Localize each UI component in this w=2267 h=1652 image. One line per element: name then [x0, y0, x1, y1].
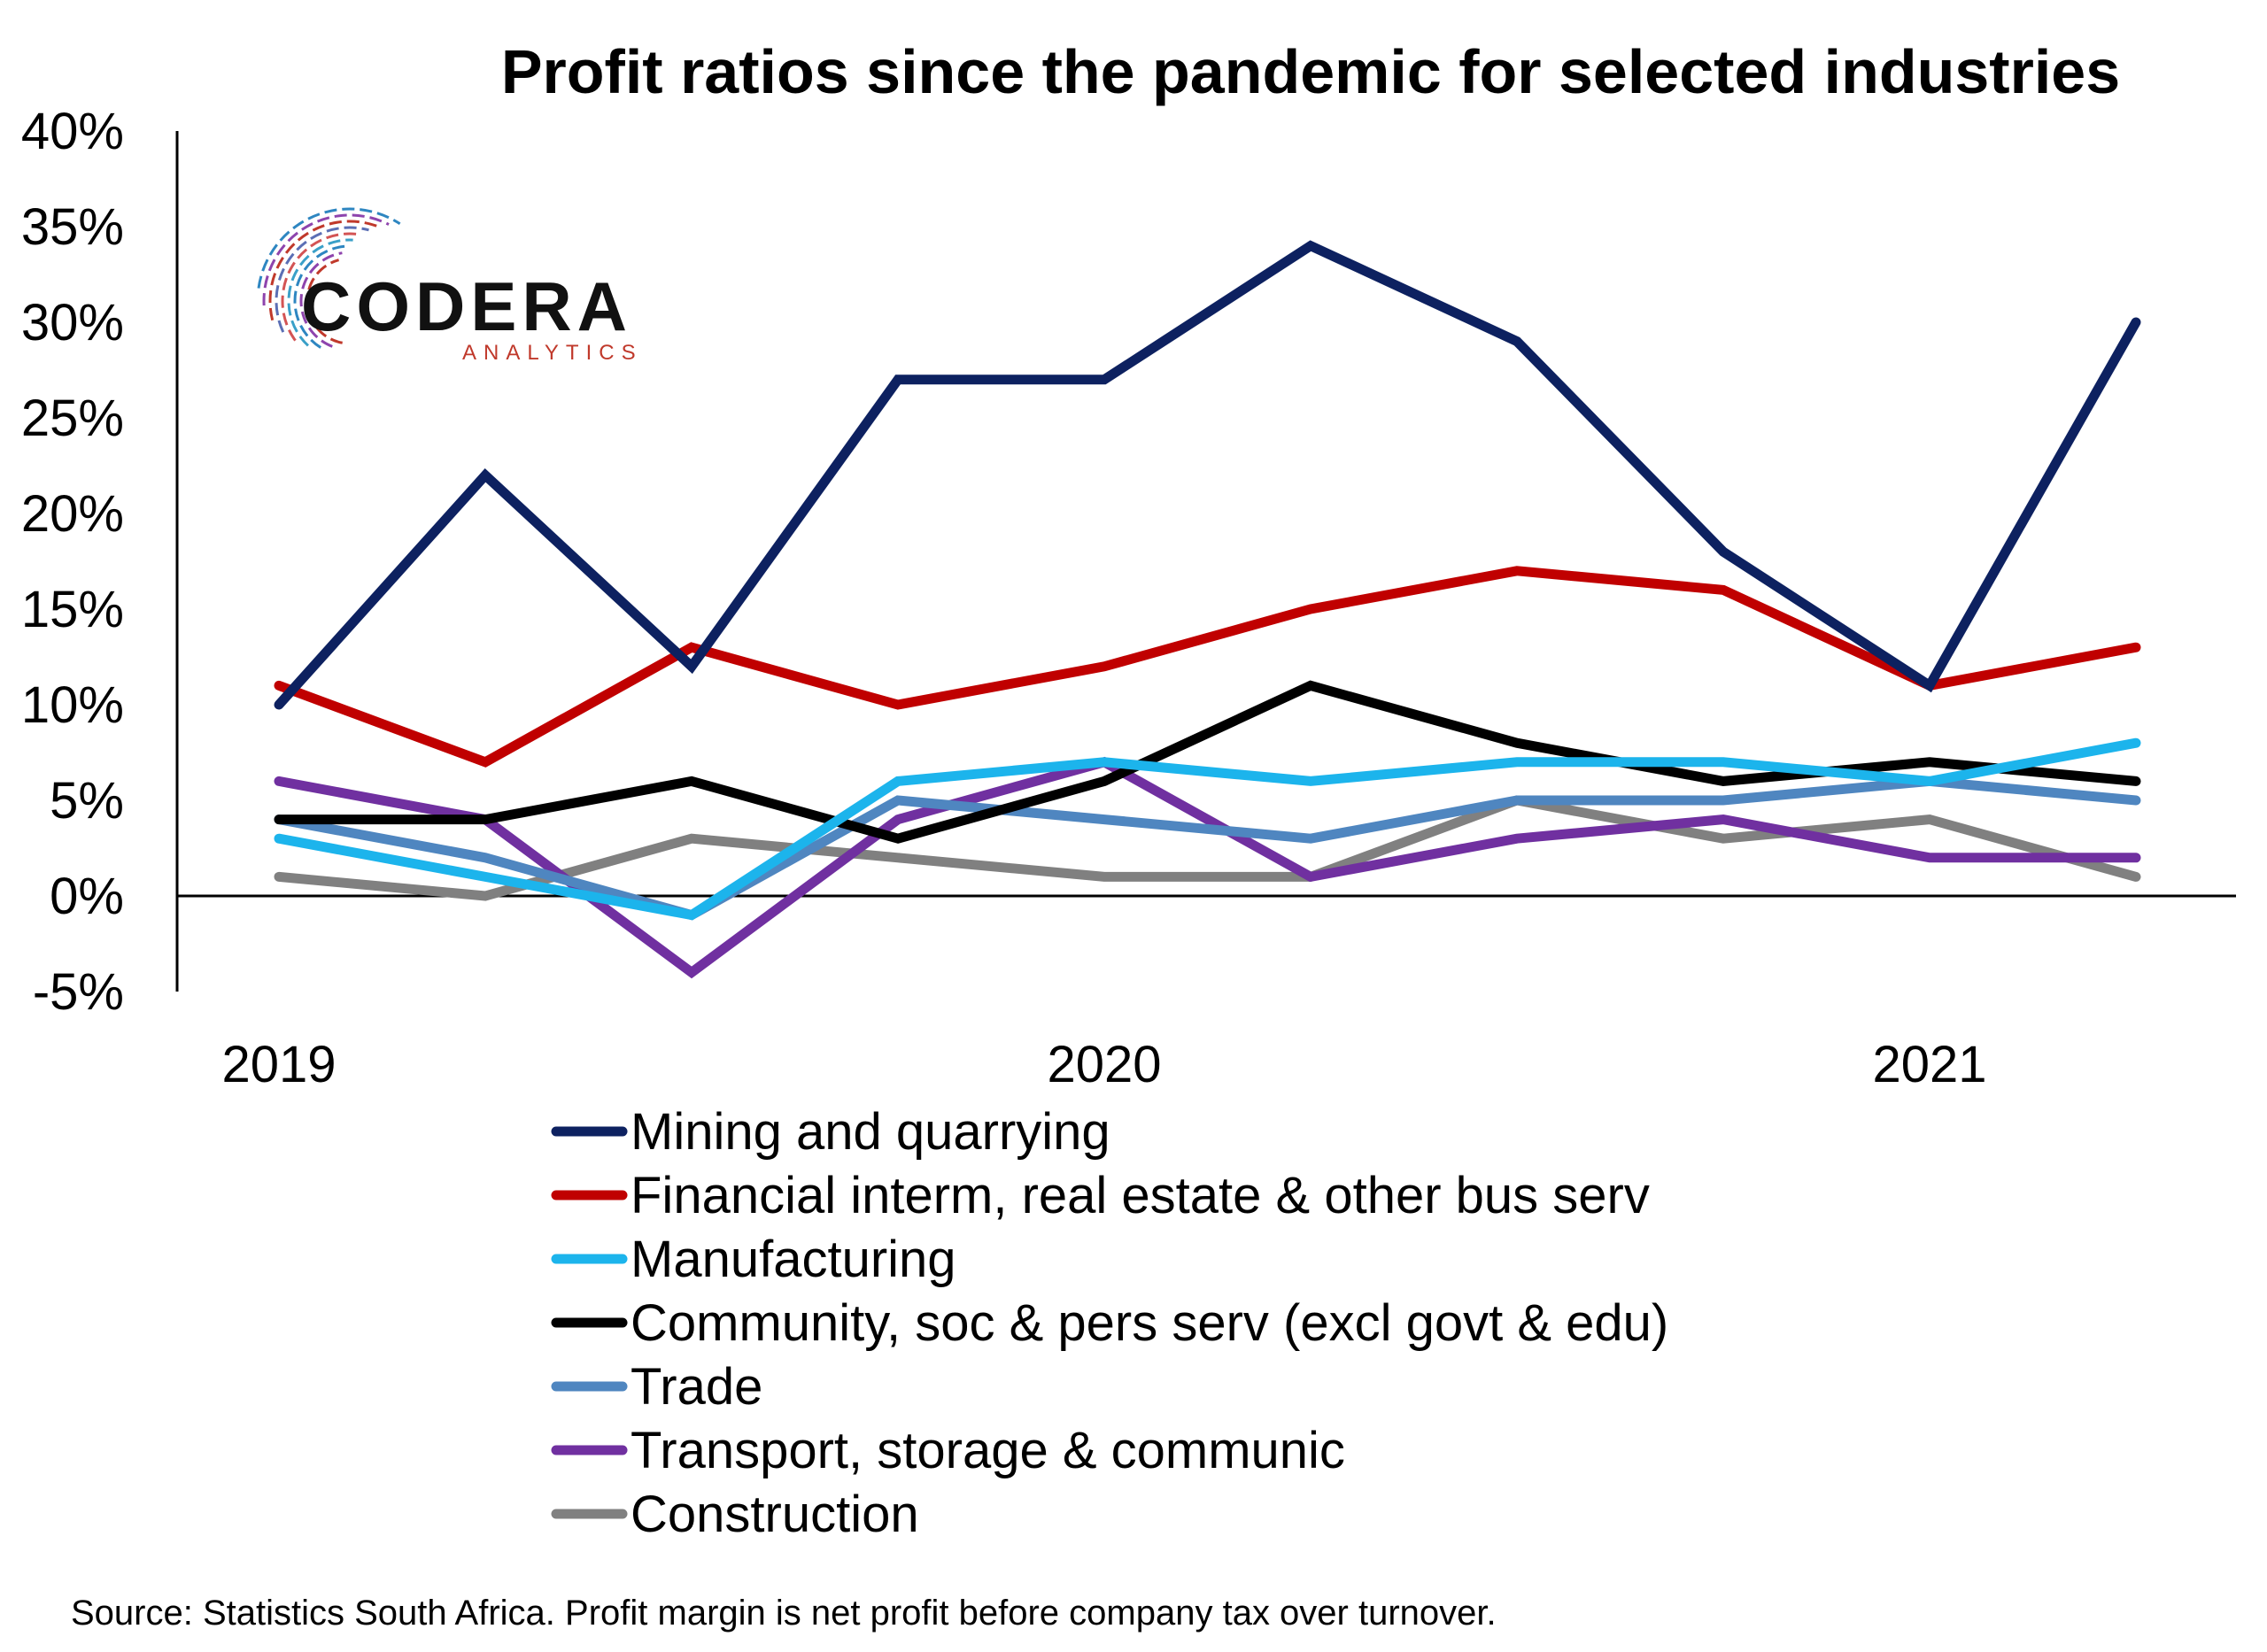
logo-arc	[281, 232, 361, 342]
logo-wordmark: CODERA	[301, 267, 632, 345]
logo-arc	[293, 244, 347, 349]
legend-label: Financial interm, real estate & other bu…	[631, 1167, 1650, 1224]
logo-circuit-icon	[257, 207, 401, 349]
y-tick-label: 0%	[50, 868, 124, 925]
logo-arc	[299, 251, 343, 348]
series-lines	[274, 240, 2141, 979]
y-tick-label: 25%	[21, 390, 124, 447]
logo-arc	[275, 226, 369, 333]
series-line	[274, 795, 2141, 901]
series-line	[274, 240, 2141, 710]
legend-label: Trade	[631, 1358, 762, 1416]
y-tick-label: 30%	[21, 294, 124, 351]
x-tick-label: 2019	[221, 1036, 336, 1093]
logo-arc	[257, 207, 401, 289]
y-tick-label: 10%	[21, 676, 124, 734]
y-tick-label: 40%	[21, 103, 124, 160]
y-tick-label: 5%	[50, 772, 124, 830]
y-tick-label: 35%	[21, 198, 124, 256]
y-tick-label: 15%	[21, 581, 124, 638]
y-tick-label: -5%	[33, 963, 124, 1021]
legend-item: Trade	[551, 1358, 762, 1416]
legend-label: Construction	[631, 1486, 919, 1543]
y-tick-label: 20%	[21, 485, 124, 543]
legend-label: Transport, storage & communic	[631, 1422, 1345, 1479]
x-tick-label: 2020	[1047, 1036, 1161, 1093]
legend-item: Community, soc & pers serv (excl govt & …	[551, 1294, 1668, 1352]
chart-title: Profit ratios since the pandemic for sel…	[501, 37, 2120, 106]
logo-arc	[287, 238, 353, 347]
legend: Mining and quarrying Financial interm, re…	[551, 1103, 1668, 1543]
legend-label: Mining and quarrying	[631, 1103, 1110, 1161]
legend-label: Community, soc & pers serv (excl govt & …	[631, 1294, 1668, 1352]
codera-logo: CODERA ANALYTICS	[257, 207, 643, 365]
x-axis-ticks: 2019 2020 2021	[221, 1036, 1986, 1093]
logo-subtitle: ANALYTICS	[462, 341, 643, 365]
logo-arc	[262, 213, 390, 306]
legend-item: Manufacturing	[551, 1231, 956, 1288]
y-axis-ticks: 40% 35% 30% 25% 20% 15% 10% 5% 0% -5%	[21, 103, 124, 1021]
logo-arc	[268, 220, 379, 321]
legend-item: Construction	[551, 1486, 919, 1543]
series-line	[274, 566, 2141, 768]
legend-item: Transport, storage & communic	[551, 1422, 1345, 1479]
legend-label: Manufacturing	[631, 1231, 956, 1288]
legend-item: Financial interm, real estate & other bu…	[551, 1167, 1650, 1224]
x-tick-label: 2021	[1872, 1036, 1986, 1093]
source-note: Source: Statistics South Africa. Profit …	[71, 1594, 1497, 1633]
series-line	[274, 756, 2141, 979]
series-line	[274, 737, 2141, 921]
axes	[175, 131, 2236, 992]
logo-arc	[306, 259, 343, 344]
legend-item: Mining and quarrying	[551, 1103, 1110, 1161]
series-line	[274, 776, 2141, 921]
